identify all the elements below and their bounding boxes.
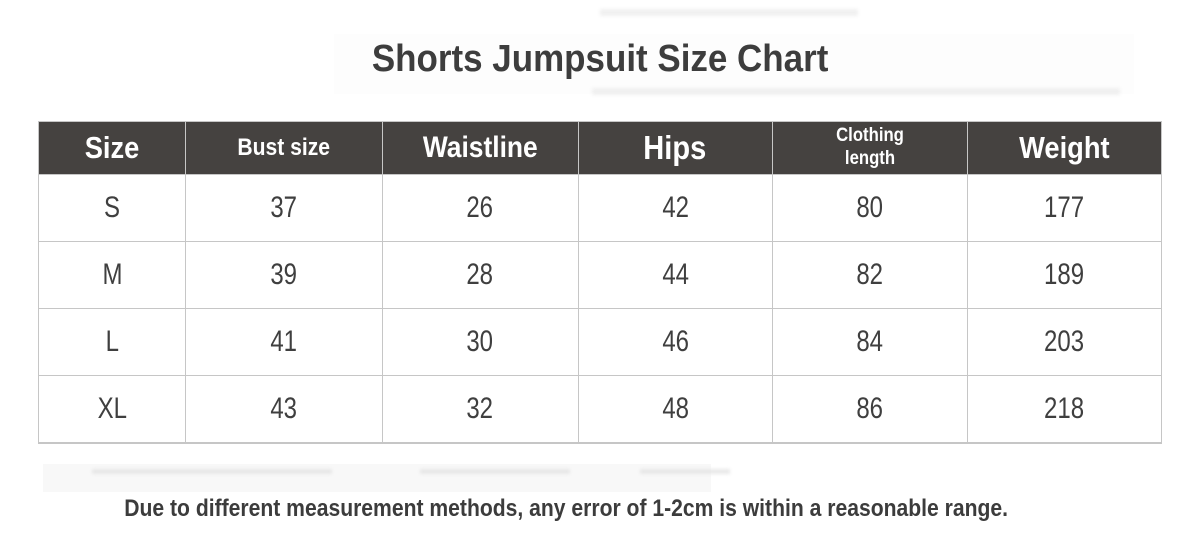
table-cell: 26 bbox=[381, 174, 579, 242]
ghost-artifact bbox=[640, 469, 730, 474]
table-cell: 189 bbox=[966, 241, 1163, 309]
table-cell: 82 bbox=[771, 241, 968, 309]
table-cell: 46 bbox=[577, 308, 773, 376]
table-cell: 203 bbox=[966, 308, 1163, 376]
table-cell: XL bbox=[37, 375, 187, 443]
footer-note: Due to different measurement methods, an… bbox=[0, 495, 1132, 523]
table-cell: 177 bbox=[966, 174, 1163, 242]
ghost-artifact bbox=[92, 469, 332, 474]
table-cell: 30 bbox=[381, 308, 579, 376]
table-cell: M bbox=[37, 241, 187, 309]
page-title: Shorts Jumpsuit Size Chart bbox=[0, 38, 1200, 81]
column-header-hips: Hips bbox=[577, 121, 773, 175]
table-cell: 32 bbox=[381, 375, 579, 443]
size-chart-table: Size Bust size Waistline Hips Clothing l… bbox=[37, 121, 1163, 444]
header-row: Size Bust size Waistline Hips Clothing l… bbox=[37, 121, 1163, 175]
footer-note-text: Due to different measurement methods, an… bbox=[124, 495, 1008, 522]
ghost-artifact bbox=[420, 469, 570, 474]
column-header-clothing-length: Clothing length bbox=[771, 121, 968, 175]
table-cell: 39 bbox=[185, 241, 383, 309]
table-cell: 43 bbox=[185, 375, 383, 443]
column-header-waistline: Waistline bbox=[381, 121, 579, 175]
table-cell: 80 bbox=[771, 174, 968, 242]
table-cell: 218 bbox=[966, 375, 1163, 443]
column-header-bust: Bust size bbox=[185, 121, 383, 175]
page-title-text: Shorts Jumpsuit Size Chart bbox=[371, 38, 829, 80]
ghost-artifact bbox=[600, 9, 858, 16]
table-cell: S bbox=[37, 174, 187, 242]
column-header-size: Size bbox=[37, 121, 187, 175]
table-row-l: L 41 30 46 84 203 bbox=[37, 308, 1163, 376]
table-cell: 37 bbox=[185, 174, 383, 242]
column-header-weight: Weight bbox=[966, 121, 1163, 175]
table-row-xl: XL 43 32 48 86 218 bbox=[37, 375, 1163, 443]
table-cell: 42 bbox=[577, 174, 773, 242]
table-row-m: M 39 28 44 82 189 bbox=[37, 241, 1163, 309]
table-cell: L bbox=[37, 308, 187, 376]
table-cell: 44 bbox=[577, 241, 773, 309]
ghost-artifact-box bbox=[334, 34, 1134, 94]
table-cell: 41 bbox=[185, 308, 383, 376]
table-cell: 28 bbox=[381, 241, 579, 309]
table-cell: 48 bbox=[577, 375, 773, 443]
table-cell: 84 bbox=[771, 308, 968, 376]
ghost-artifact-bar bbox=[43, 464, 711, 492]
table-row-s: S 37 26 42 80 177 bbox=[37, 174, 1163, 242]
table-cell: 86 bbox=[771, 375, 968, 443]
ghost-artifact bbox=[592, 88, 1120, 95]
